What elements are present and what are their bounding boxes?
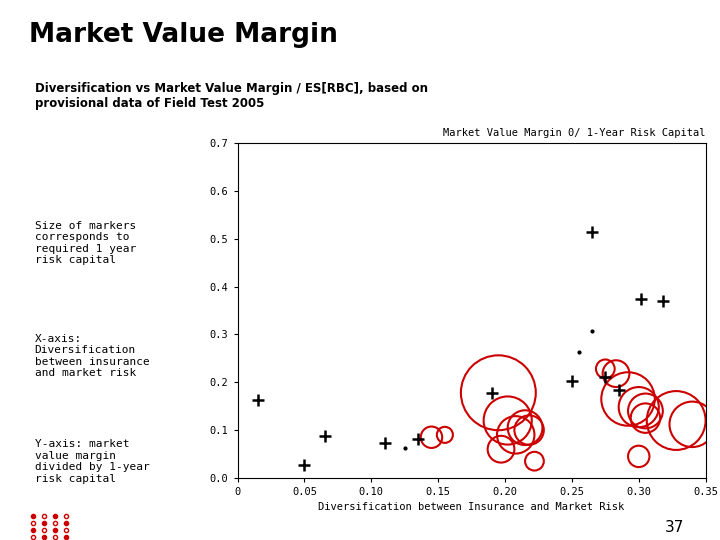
X-axis label: Diversification between Insurance and Market Risk: Diversification between Insurance and Ma… xyxy=(318,503,625,512)
Text: X-axis:
Diversification
between insurance
and market risk: X-axis: Diversification between insuranc… xyxy=(35,334,149,379)
Text: Y-axis: market
value margin
divided by 1-year
risk capital: Y-axis: market value margin divided by 1… xyxy=(35,440,149,484)
Text: Diversification vs Market Value Margin / ES[RBC], based on
provisional data of F: Diversification vs Market Value Margin /… xyxy=(35,82,428,110)
Text: Size of markers
corresponds to
required 1 year
risk capital: Size of markers corresponds to required … xyxy=(35,220,136,265)
Text: 37: 37 xyxy=(665,520,684,535)
Text: Market Value Margin 0/ 1-Year Risk Capital: Market Value Margin 0/ 1-Year Risk Capit… xyxy=(443,128,706,138)
Text: Market Value Margin: Market Value Margin xyxy=(29,22,338,48)
